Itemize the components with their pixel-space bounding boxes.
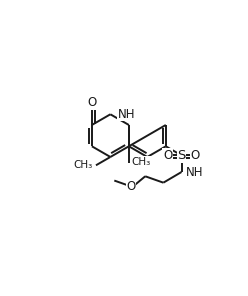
Text: O: O <box>87 96 96 109</box>
Text: CH₃: CH₃ <box>74 160 93 170</box>
Text: NH: NH <box>118 108 135 121</box>
Text: CH₃: CH₃ <box>132 157 151 167</box>
Text: O: O <box>163 149 172 162</box>
Text: O: O <box>191 149 200 162</box>
Text: S: S <box>177 149 186 162</box>
Text: NH: NH <box>186 165 204 178</box>
Text: O: O <box>126 181 136 194</box>
